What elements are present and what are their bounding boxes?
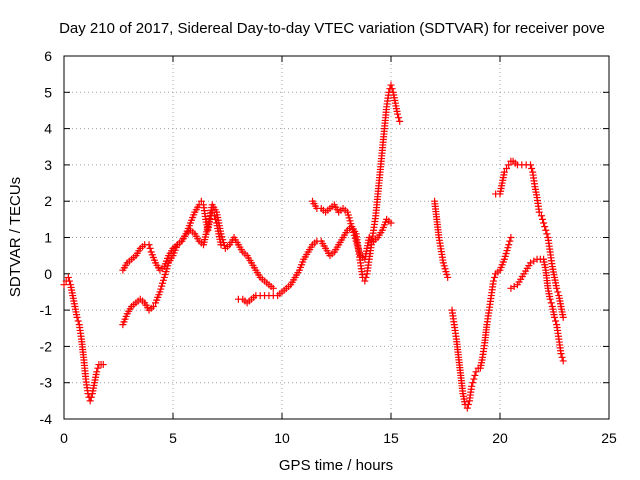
data-point bbox=[388, 85, 396, 93]
data-point bbox=[552, 317, 560, 325]
x-tick-label: 25 bbox=[601, 430, 617, 446]
data-point bbox=[527, 161, 535, 169]
data-point bbox=[558, 353, 566, 361]
x-axis-title: GPS time / hours bbox=[279, 457, 393, 474]
data-point bbox=[387, 81, 395, 89]
data-point bbox=[464, 400, 472, 408]
data-point bbox=[394, 110, 402, 118]
x-tick-labels: 0 5 10 15 20 25 bbox=[60, 430, 617, 446]
data-point bbox=[470, 375, 478, 383]
data-point bbox=[506, 237, 514, 245]
data-point bbox=[505, 241, 513, 249]
chart-title: Day 210 of 2017, Sidereal Day-to-day VTE… bbox=[59, 20, 605, 37]
data-point bbox=[547, 299, 555, 307]
data-point bbox=[387, 219, 395, 227]
data-point bbox=[554, 288, 562, 296]
data-point bbox=[546, 295, 554, 303]
data-point bbox=[197, 197, 205, 205]
y-tick-label: 2 bbox=[44, 193, 52, 209]
data-point bbox=[500, 168, 508, 176]
y-tick-label: 5 bbox=[44, 84, 52, 100]
data-point bbox=[86, 397, 94, 405]
data-point bbox=[557, 350, 565, 358]
data-point bbox=[541, 223, 549, 231]
data-point bbox=[507, 284, 515, 292]
x-tick-label: 0 bbox=[60, 430, 68, 446]
data-point bbox=[510, 283, 518, 291]
data-point bbox=[528, 165, 536, 173]
y-tick-label: 0 bbox=[44, 266, 52, 282]
data-point bbox=[539, 215, 547, 223]
data-point bbox=[93, 368, 101, 376]
y-tick-label: -4 bbox=[40, 411, 53, 427]
data-point bbox=[530, 257, 538, 265]
x-tick-label: 5 bbox=[169, 430, 177, 446]
y-tick-labels: -4 -3 -2 -1 0 1 2 3 4 5 6 bbox=[40, 48, 53, 427]
y-axis-title: SDTVAR / TECUs bbox=[7, 177, 24, 297]
data-point bbox=[463, 404, 471, 412]
data-point bbox=[65, 277, 73, 285]
data-point bbox=[99, 361, 107, 369]
data-point bbox=[542, 226, 550, 234]
y-tick-label: -1 bbox=[40, 302, 53, 318]
axis-ticks bbox=[63, 55, 610, 420]
data-point bbox=[87, 393, 95, 401]
data-points bbox=[60, 81, 567, 412]
data-point bbox=[471, 371, 479, 379]
data-point bbox=[146, 244, 154, 252]
y-tick-label: 3 bbox=[44, 157, 52, 173]
data-point bbox=[468, 382, 476, 390]
data-point bbox=[543, 230, 551, 238]
data-point bbox=[535, 208, 543, 216]
data-point bbox=[540, 219, 548, 227]
data-point bbox=[507, 234, 515, 241]
data-point bbox=[537, 212, 545, 220]
y-tick-label: -2 bbox=[40, 338, 53, 354]
x-tick-label: 10 bbox=[274, 430, 290, 446]
x-tick-label: 15 bbox=[383, 430, 399, 446]
data-point bbox=[469, 379, 477, 387]
data-point bbox=[269, 284, 277, 292]
data-point bbox=[559, 357, 567, 365]
data-point bbox=[472, 368, 480, 376]
data-point bbox=[444, 273, 452, 281]
y-tick-label: -3 bbox=[40, 375, 53, 391]
data-point bbox=[489, 277, 497, 285]
data-point bbox=[395, 114, 403, 122]
data-point bbox=[491, 273, 499, 281]
x-tick-label: 20 bbox=[492, 430, 508, 446]
data-point bbox=[396, 117, 404, 125]
data-point bbox=[149, 302, 157, 310]
data-point bbox=[362, 273, 370, 281]
y-tick-label: 4 bbox=[44, 121, 52, 137]
data-point bbox=[553, 284, 561, 292]
data-point bbox=[559, 313, 567, 321]
data-point bbox=[361, 277, 369, 285]
data-point bbox=[505, 161, 513, 169]
data-point bbox=[73, 313, 81, 321]
grid-lines bbox=[64, 56, 609, 419]
y-tick-label: 1 bbox=[44, 230, 52, 246]
y-tick-label: 6 bbox=[44, 48, 52, 64]
data-point bbox=[94, 364, 102, 372]
data-point bbox=[60, 281, 68, 289]
data-point bbox=[503, 165, 511, 173]
data-point bbox=[64, 273, 72, 281]
data-point bbox=[551, 313, 558, 321]
data-point bbox=[145, 241, 153, 249]
data-point bbox=[74, 317, 82, 325]
